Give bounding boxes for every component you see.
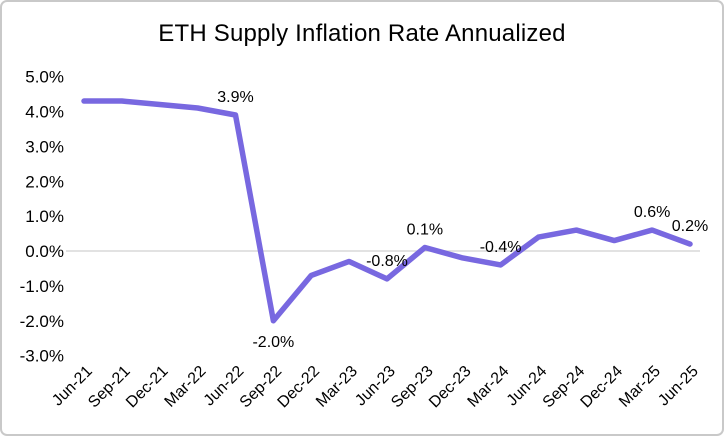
chart-title: ETH Supply Inflation Rate Annualized [158,20,566,47]
series-line [81,98,693,324]
data-point-label: -0.4% [480,239,522,256]
data-point-label: -2.0% [252,334,294,351]
x-axis-tick-label: Mar-24 [465,363,513,411]
data-point-label: -0.8% [366,253,408,270]
y-axis-tick-label: 1.0% [25,207,64,226]
data-point-label: 0.6% [634,204,670,221]
data-point-label: 0.2% [672,218,708,235]
x-axis-tick-label: Dec-24 [578,363,627,412]
y-axis-tick-label: 3.0% [25,137,64,156]
x-axis-tick-label: Mar-25 [616,363,664,411]
x-axis-tick-label: Dec-23 [426,363,475,412]
y-axis-tick-label: -2.0% [20,312,64,331]
x-axis-tick-label: Mar-23 [313,363,361,411]
y-axis-tick-label: -1.0% [20,277,64,296]
y-axis-tick-label: -3.0% [20,347,64,366]
x-axis-tick-label: Dec-21 [123,363,172,412]
x-axis-tick-label: Jun-25 [655,363,702,410]
data-point-label: 3.9% [217,89,253,106]
data-point-label: 0.1% [407,222,443,239]
x-axis-tick-label: Dec-22 [275,363,324,412]
y-axis-tick-label: 5.0% [25,68,64,87]
y-axis-tick-label: 0.0% [25,242,64,261]
y-axis-tick-label: 4.0% [25,103,64,122]
x-axis-tick-label: Mar-22 [162,363,210,411]
y-axis-tick-label: 2.0% [25,172,64,191]
